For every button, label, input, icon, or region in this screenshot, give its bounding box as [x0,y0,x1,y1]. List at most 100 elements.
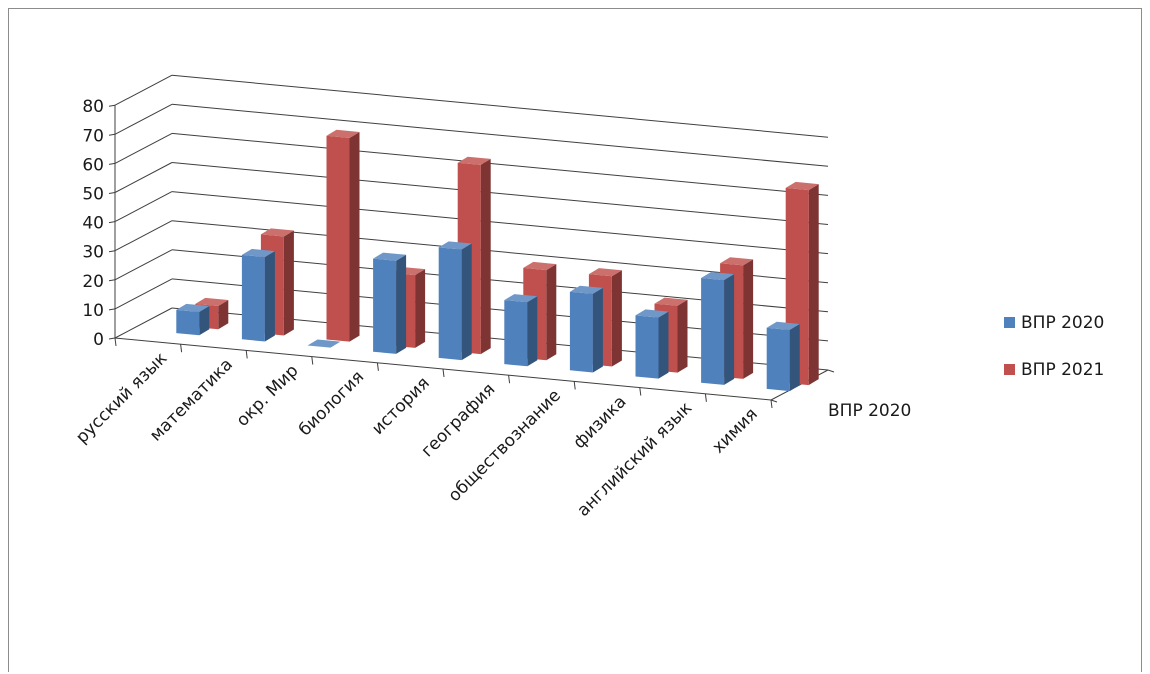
legend-label: ВПР 2021 [1021,360,1104,380]
bar-top [720,257,754,266]
bar-ВПР 2020 [766,321,800,392]
gridline-side [114,191,173,223]
y-tick-label: 60 [82,155,104,175]
y-tick-label: 50 [82,185,104,205]
gridline-side [114,220,173,252]
gridline [171,132,829,196]
x-tick-mark [311,356,314,365]
depth-tick [770,399,778,403]
y-tick-mark [108,279,116,282]
bar-side [480,158,491,355]
y-tick-mark [108,308,116,311]
y-tick-label: 40 [82,214,104,234]
bar-side [283,230,294,336]
bar-top [766,321,800,330]
gridline-side [114,162,173,193]
bar-side [218,299,229,330]
bar-front [241,254,265,342]
bar-top [504,294,538,303]
y-tick-label: 80 [82,97,104,117]
x-tick-mark [376,362,379,371]
bar-front [766,327,790,392]
depth-tick [827,369,835,373]
x-tick-label: история [368,373,434,439]
bar-side [264,251,275,342]
bar-side [199,305,210,336]
y-tick-mark [108,104,116,107]
bar-side [808,184,819,386]
legend-label: ВПР 2020 [1021,313,1104,333]
bar-top [654,297,688,306]
bar-top [701,271,735,281]
bar-front [569,291,593,373]
x-tick-label: окр. Мир [233,361,303,431]
bar-top [195,297,229,306]
bar-top [523,261,557,271]
x-tick-mark [770,399,773,409]
y-tick-label: 30 [82,243,104,263]
bar-side [592,287,603,373]
gridline-side [114,132,173,164]
bar-front [504,300,528,367]
gridline-side [114,74,173,106]
gridline-side [114,278,173,310]
bar-side [546,264,557,361]
bar-side [724,274,735,385]
bar-top [457,156,491,165]
y-tick-label: 20 [82,272,104,292]
bar-side [789,323,800,392]
legend-swatch [1004,364,1015,375]
bar-side [743,259,754,379]
x-tick-mark [114,337,117,347]
bar-top [307,339,341,348]
bar-top [588,268,622,277]
y-tick-mark [108,337,116,340]
bar-top [326,129,360,138]
gridline-side [114,249,173,281]
chart-frame [8,8,1142,672]
bar-top [635,309,669,318]
y-tick-mark [108,133,116,136]
gridline-side [114,307,173,339]
x-tick-label: химия [709,404,762,457]
legend-swatch [1004,317,1015,328]
y-tick-mark [108,162,116,165]
bar-ВПР 2020 [701,271,735,385]
bar-side [677,299,688,373]
bar-top [785,181,819,191]
x-tick-mark [639,387,642,396]
bar-front [176,309,200,336]
gridline [171,74,829,138]
bar-side [349,131,360,342]
y-tick-label: 70 [82,126,104,146]
bar-ВПР 2020 [241,248,275,342]
bar-ВПР 2020 [635,309,669,379]
bar-front [635,315,659,379]
bar-side [611,270,622,367]
x-tick-mark [180,344,183,353]
x-tick-mark [704,393,707,402]
x-tick-mark [508,375,511,384]
bar-ВПР 2020 [176,303,210,336]
y-tick-label: 10 [82,301,104,321]
bar-side [658,311,669,379]
bar-front [438,247,462,361]
x-tick-mark [245,350,248,359]
bar-front [701,277,725,385]
bar-ВПР 2020 [373,252,407,354]
bar-top [438,241,472,250]
bar-ВПР 2020 [569,285,603,373]
gridline [171,103,829,167]
x-tick-mark [573,381,576,390]
x-tick-label: биология [295,367,368,440]
bar-ВПР 2020 [504,294,538,367]
bar-front [326,135,350,342]
bar-front [373,258,397,354]
y-tick-mark [108,250,116,253]
bar-top [260,228,294,237]
bar-top [176,303,210,312]
bar-side [461,243,472,361]
gridline [171,162,829,225]
gridline [171,191,829,255]
